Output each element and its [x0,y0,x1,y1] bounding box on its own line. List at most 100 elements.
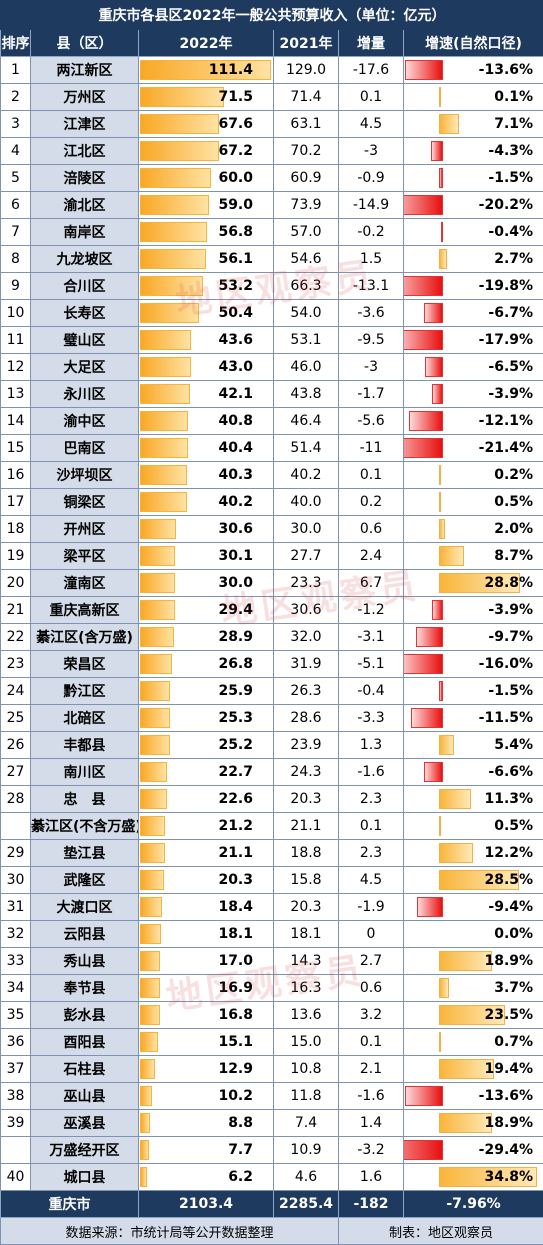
growth-cell: 0.1% [404,84,543,111]
growth-cell: 18.9% [404,948,543,975]
growth-label: -16.0% [479,656,543,672]
district-name: 巴南区 [31,435,139,462]
growth-cell: -9.4% [404,894,543,921]
growth-label: 11.3% [484,791,543,807]
value-2022-label: 22.6 [218,791,273,807]
district-name: 綦江区(含万盛) [31,624,139,651]
growth-label: -9.7% [488,629,543,645]
growth-cell: -1.5% [404,165,543,192]
revenue-bar [140,438,188,458]
growth-label: -29.4% [479,1142,543,1158]
rank-cell: 27 [1,759,31,786]
total-2021: 2285.4 [274,1191,339,1218]
growth-bar [405,1086,443,1106]
growth-bar [439,789,471,809]
delta-cell: -0.4 [339,678,404,705]
growth-label: 3.7% [494,980,543,996]
value-2022-label: 29.4 [218,602,273,618]
growth-bar [439,519,445,539]
delta-cell: -17.6 [339,57,404,84]
district-name: 石柱县 [31,1056,139,1083]
value-2021-cell: 57.0 [274,219,339,246]
value-2021-cell: 4.6 [274,1164,339,1191]
growth-cell: 18.9% [404,1110,543,1137]
value-2022-label: 21.2 [218,818,273,834]
district-name: 彭水县 [31,1002,139,1029]
value-2021-cell: 24.3 [274,759,339,786]
value-2022-cell: 67.2 [139,138,274,165]
growth-bar [439,114,459,134]
delta-cell: -3.1 [339,624,404,651]
growth-cell: -11.5% [404,705,543,732]
district-name: 酉阳县 [31,1029,139,1056]
value-2021-cell: 30.6 [274,597,339,624]
value-2021-cell: 51.4 [274,435,339,462]
growth-label: -1.5% [488,683,543,699]
growth-label: 0.7% [494,1034,543,1050]
value-2021-cell: 53.1 [274,327,339,354]
value-2021-cell: 54.0 [274,300,339,327]
growth-label: 23.5% [484,1007,543,1023]
delta-cell: -9.5 [339,327,404,354]
revenue-bar [140,978,160,998]
value-2022-cell: 12.9 [139,1056,274,1083]
growth-bar [439,87,441,107]
district-name: 荣昌区 [31,651,139,678]
district-name: 忠 县 [31,786,139,813]
delta-cell: 2.3 [339,786,404,813]
district-name: 大足区 [31,354,139,381]
delta-cell: 0.6 [339,516,404,543]
value-2021-cell: 23.3 [274,570,339,597]
rank-cell: 30 [1,867,31,894]
delta-cell: -3.2 [339,1137,404,1164]
revenue-bar [140,249,206,269]
growth-label: -17.9% [479,332,543,348]
value-2022-label: 40.2 [218,494,273,510]
growth-bar [416,627,443,647]
value-2022-label: 67.2 [218,143,273,159]
growth-bar [439,465,441,485]
footer-row: 数据来源：市统计局等公开数据整理 制表：地区观察员 [1,1218,543,1245]
rank-cell: 17 [1,489,31,516]
value-2022-label: 43.6 [218,332,273,348]
delta-cell: 1.4 [339,1110,404,1137]
growth-label: 0.0% [494,926,543,942]
value-2022-cell: 30.0 [139,570,274,597]
value-2022-label: 20.3 [218,872,273,888]
value-2022-cell: 16.9 [139,975,274,1002]
delta-cell: -3.3 [339,705,404,732]
table-title: 重庆市各县区2022年一般公共预算收入（单位：亿元） [1,1,543,30]
value-2022-label: 16.9 [218,980,273,996]
total-delta: -182 [339,1191,404,1218]
growth-label: -6.5% [488,359,543,375]
rank-cell: 31 [1,894,31,921]
rank-cell: 19 [1,543,31,570]
growth-cell: 8.7% [404,543,543,570]
value-2022-cell: 56.1 [139,246,274,273]
value-2021-cell: 71.4 [274,84,339,111]
district-name: 长寿区 [31,300,139,327]
value-2021-cell: 60.9 [274,165,339,192]
growth-cell: 34.8% [404,1164,543,1191]
footer-source: 数据来源：市统计局等公开数据整理 [1,1218,339,1245]
district-name: 奉节县 [31,975,139,1002]
district-name: 巫山县 [31,1083,139,1110]
growth-cell: -20.2% [404,192,543,219]
rank-cell: 7 [1,219,31,246]
growth-label: -13.6% [479,62,543,78]
growth-cell: 0.5% [404,813,543,840]
value-2022-cell: 40.4 [139,435,274,462]
revenue-bar [140,627,174,647]
growth-label: -21.4% [479,440,543,456]
rank-cell: 21 [1,597,31,624]
value-2022-label: 18.1 [218,926,273,942]
growth-cell: 2.0% [404,516,543,543]
value-2022-cell: 22.6 [139,786,274,813]
